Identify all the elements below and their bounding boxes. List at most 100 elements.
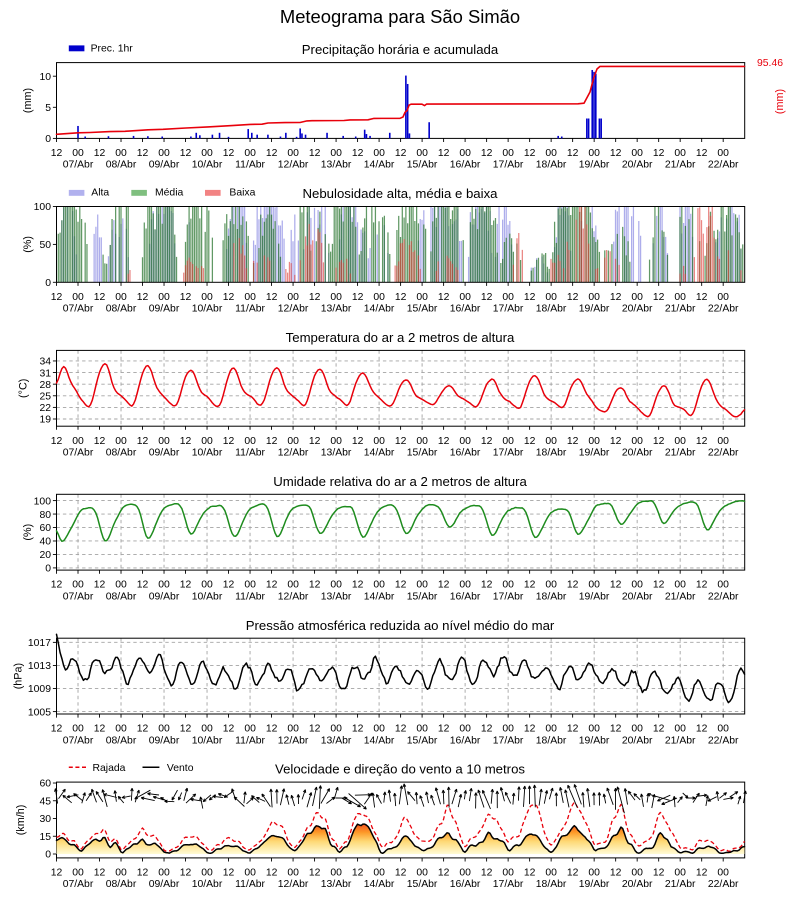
svg-text:00: 00 bbox=[158, 148, 170, 159]
svg-text:08/Abr: 08/Abr bbox=[106, 879, 137, 890]
svg-text:00: 00 bbox=[674, 724, 686, 735]
svg-text:09/Abr: 09/Abr bbox=[149, 160, 180, 171]
svg-text:19/Abr: 19/Abr bbox=[579, 735, 610, 746]
svg-text:21/Abr: 21/Abr bbox=[665, 735, 696, 746]
svg-text:00: 00 bbox=[674, 580, 686, 591]
svg-text:00: 00 bbox=[115, 724, 127, 735]
svg-text:12: 12 bbox=[94, 436, 106, 447]
svg-text:00: 00 bbox=[287, 724, 299, 735]
svg-text:12: 12 bbox=[352, 868, 364, 879]
svg-text:00: 00 bbox=[287, 148, 299, 159]
svg-text:00: 00 bbox=[545, 580, 557, 591]
svg-text:12: 12 bbox=[266, 292, 278, 303]
svg-text:12: 12 bbox=[94, 580, 106, 591]
svg-text:12: 12 bbox=[352, 580, 364, 591]
svg-text:12: 12 bbox=[51, 580, 63, 591]
svg-text:18/Abr: 18/Abr bbox=[536, 304, 567, 315]
svg-text:12: 12 bbox=[438, 724, 450, 735]
svg-text:Temperatura do ar a 2 metros d: Temperatura do ar a 2 metros de altura bbox=[286, 330, 515, 345]
svg-text:00: 00 bbox=[717, 292, 729, 303]
svg-text:20/Abr: 20/Abr bbox=[622, 879, 653, 890]
svg-text:12: 12 bbox=[137, 292, 149, 303]
svg-text:Vento: Vento bbox=[167, 763, 194, 774]
svg-text:12: 12 bbox=[696, 580, 708, 591]
svg-text:00: 00 bbox=[201, 292, 213, 303]
svg-text:14/Abr: 14/Abr bbox=[364, 448, 395, 459]
svg-text:12: 12 bbox=[94, 148, 106, 159]
svg-text:60: 60 bbox=[39, 779, 51, 790]
svg-text:12: 12 bbox=[653, 724, 665, 735]
svg-text:14/Abr: 14/Abr bbox=[364, 591, 395, 602]
svg-text:00: 00 bbox=[545, 292, 557, 303]
svg-text:00: 00 bbox=[631, 580, 643, 591]
svg-text:12: 12 bbox=[481, 724, 493, 735]
svg-text:12: 12 bbox=[395, 868, 407, 879]
svg-text:(%): (%) bbox=[22, 236, 34, 253]
svg-text:22/Abr: 22/Abr bbox=[708, 448, 739, 459]
svg-text:00: 00 bbox=[416, 868, 428, 879]
svg-text:12: 12 bbox=[653, 580, 665, 591]
svg-text:16/Abr: 16/Abr bbox=[450, 879, 481, 890]
svg-text:10/Abr: 10/Abr bbox=[192, 879, 223, 890]
svg-text:22/Abr: 22/Abr bbox=[708, 735, 739, 746]
svg-text:12: 12 bbox=[395, 148, 407, 159]
svg-text:00: 00 bbox=[158, 436, 170, 447]
svg-text:13/Abr: 13/Abr bbox=[321, 448, 352, 459]
svg-text:00: 00 bbox=[631, 436, 643, 447]
svg-text:18/Abr: 18/Abr bbox=[536, 448, 567, 459]
svg-text:17/Abr: 17/Abr bbox=[493, 591, 524, 602]
svg-text:00: 00 bbox=[72, 580, 84, 591]
svg-text:12: 12 bbox=[51, 868, 63, 879]
svg-text:19/Abr: 19/Abr bbox=[579, 160, 610, 171]
svg-text:0: 0 bbox=[45, 564, 51, 575]
svg-text:30: 30 bbox=[39, 814, 51, 825]
svg-text:18/Abr: 18/Abr bbox=[536, 735, 567, 746]
svg-text:00: 00 bbox=[287, 292, 299, 303]
svg-text:12: 12 bbox=[94, 724, 106, 735]
svg-text:10/Abr: 10/Abr bbox=[192, 304, 223, 315]
svg-text:12: 12 bbox=[481, 436, 493, 447]
svg-text:08/Abr: 08/Abr bbox=[106, 304, 137, 315]
svg-text:09/Abr: 09/Abr bbox=[149, 735, 180, 746]
svg-text:12: 12 bbox=[309, 724, 321, 735]
svg-text:22: 22 bbox=[39, 403, 51, 414]
svg-text:12: 12 bbox=[180, 436, 192, 447]
svg-text:0: 0 bbox=[45, 278, 51, 289]
svg-text:11/Abr: 11/Abr bbox=[235, 591, 265, 602]
svg-text:00: 00 bbox=[459, 580, 471, 591]
svg-text:12: 12 bbox=[309, 868, 321, 879]
svg-text:12: 12 bbox=[266, 436, 278, 447]
svg-text:07/Abr: 07/Abr bbox=[63, 879, 94, 890]
svg-text:00: 00 bbox=[373, 148, 385, 159]
svg-text:00: 00 bbox=[502, 868, 514, 879]
svg-text:Média: Média bbox=[155, 188, 184, 199]
svg-text:Prec. 1hr: Prec. 1hr bbox=[91, 44, 134, 55]
svg-text:00: 00 bbox=[502, 724, 514, 735]
svg-text:00: 00 bbox=[416, 148, 428, 159]
svg-text:12/Abr: 12/Abr bbox=[278, 735, 309, 746]
svg-text:12: 12 bbox=[653, 436, 665, 447]
svg-text:00: 00 bbox=[373, 436, 385, 447]
svg-text:12/Abr: 12/Abr bbox=[278, 591, 309, 602]
svg-text:12: 12 bbox=[438, 292, 450, 303]
svg-text:00: 00 bbox=[158, 292, 170, 303]
svg-text:45: 45 bbox=[39, 797, 51, 808]
svg-text:14/Abr: 14/Abr bbox=[364, 735, 395, 746]
svg-text:00: 00 bbox=[502, 148, 514, 159]
svg-text:10/Abr: 10/Abr bbox=[192, 160, 223, 171]
svg-text:00: 00 bbox=[502, 292, 514, 303]
svg-text:12: 12 bbox=[137, 148, 149, 159]
svg-text:31: 31 bbox=[39, 368, 51, 379]
svg-text:12: 12 bbox=[223, 724, 235, 735]
svg-text:12: 12 bbox=[223, 292, 235, 303]
svg-text:Alta: Alta bbox=[91, 188, 109, 199]
svg-text:12: 12 bbox=[352, 292, 364, 303]
svg-text:12: 12 bbox=[137, 868, 149, 879]
svg-text:(%): (%) bbox=[22, 524, 34, 541]
svg-text:07/Abr: 07/Abr bbox=[63, 160, 94, 171]
svg-text:28: 28 bbox=[39, 380, 51, 391]
svg-text:00: 00 bbox=[244, 724, 256, 735]
svg-text:16/Abr: 16/Abr bbox=[450, 160, 481, 171]
svg-text:11/Abr: 11/Abr bbox=[235, 304, 265, 315]
svg-text:17/Abr: 17/Abr bbox=[493, 448, 524, 459]
